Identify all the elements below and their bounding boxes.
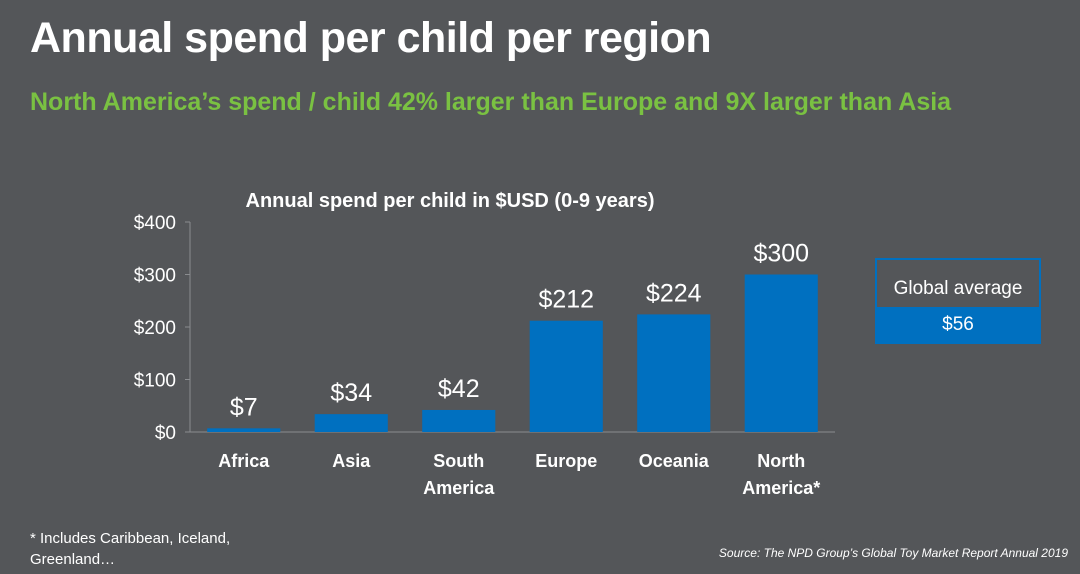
- slide-subtitle: North America’s spend / child 42% larger…: [30, 88, 952, 116]
- x-tick-label: Asia: [332, 451, 371, 471]
- bar: [744, 274, 818, 432]
- data-label: $7: [230, 393, 258, 421]
- x-axis-labels: Africa Asia South America Europe Oceania North…: [218, 451, 820, 498]
- footnote: * Includes Caribbean, Iceland, Greenland…: [30, 530, 231, 568]
- bar: [529, 320, 603, 432]
- x-tick-label-line: Asia: [332, 451, 371, 471]
- bars: [207, 274, 818, 432]
- bar: [422, 409, 496, 432]
- global-average-value: $56: [942, 314, 974, 335]
- data-label: $34: [330, 379, 372, 407]
- x-tick-label: Oceania: [639, 451, 710, 471]
- data-label: $212: [538, 286, 594, 314]
- x-tick-label-line: America: [423, 478, 495, 498]
- data-label: $300: [753, 240, 809, 268]
- data-labels: $7 $34 $42 $212 $224 $300: [230, 240, 809, 422]
- y-tick-label: $400: [134, 213, 176, 234]
- y-tick-label: $200: [134, 318, 176, 339]
- slide-title: Annual spend per child per region: [30, 14, 712, 62]
- global-average-legend: Global average $56: [875, 258, 1041, 344]
- global-average-label: Global average: [893, 278, 1023, 299]
- x-tick-label: North America*: [742, 451, 820, 498]
- y-tick-label: $300: [134, 266, 176, 287]
- x-tick-label: South America: [423, 451, 495, 498]
- bar: [207, 428, 281, 432]
- x-tick-label: Africa: [218, 451, 270, 471]
- data-label: $224: [646, 279, 702, 307]
- chart-title: Annual spend per child in $USD (0-9 year…: [246, 190, 655, 212]
- y-tick-label: $100: [134, 371, 176, 392]
- y-tick-label: $0: [155, 423, 176, 444]
- source-note: Source: The NPD Group’s Global Toy Marke…: [718, 546, 1068, 560]
- x-tick-label-line: America*: [742, 478, 820, 498]
- x-tick-label-line: North: [757, 451, 805, 471]
- x-tick-label-line: Africa: [218, 451, 270, 471]
- bar: [314, 414, 388, 432]
- bar: [637, 314, 711, 432]
- x-tick-label: Europe: [535, 451, 597, 471]
- global-average-value-box: $56: [875, 307, 1041, 344]
- x-tick-label-line: Europe: [535, 451, 597, 471]
- x-tick-label-line: South: [433, 451, 484, 471]
- y-axis: $0 $100 $200 $300 $400: [134, 213, 835, 444]
- x-tick-label-line: Oceania: [639, 451, 710, 471]
- data-label: $42: [438, 375, 480, 403]
